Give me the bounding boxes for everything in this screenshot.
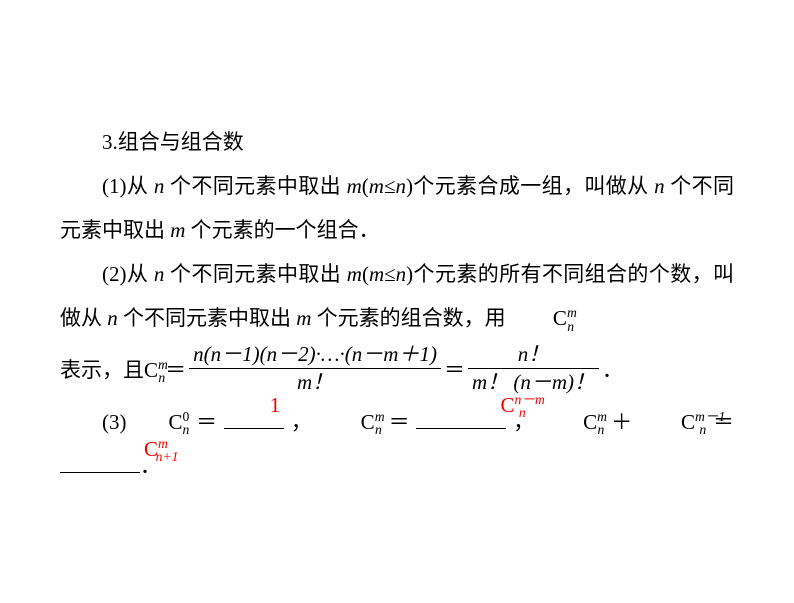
formula-line: 表示，且 Cmn ＝ n(n－1)(n－2)·…·(n－m＋1) m！ ＝ n！… bbox=[60, 344, 734, 395]
comb-sub: n bbox=[519, 405, 526, 420]
comb-C: C bbox=[583, 410, 597, 434]
comb-symbol: Cmn bbox=[541, 400, 604, 444]
var-n: n bbox=[396, 262, 407, 286]
comb-sub: n bbox=[699, 422, 706, 437]
numerator: n！ bbox=[468, 342, 599, 368]
var-m: m bbox=[296, 306, 311, 330]
var-n: n bbox=[154, 262, 165, 286]
text: 个不同元素中取出 bbox=[164, 262, 346, 286]
text: (1)从 bbox=[102, 174, 154, 198]
eq-sign: ＝ bbox=[189, 410, 224, 434]
text: 表示，且 bbox=[60, 348, 144, 392]
blank-3: Cmn+1 bbox=[60, 450, 140, 473]
eq-sign: ＝ bbox=[165, 348, 186, 392]
comb-sub: n bbox=[597, 422, 604, 437]
text: ( bbox=[362, 174, 369, 198]
plus-sign: ＋ bbox=[604, 410, 639, 434]
var-m: m bbox=[170, 218, 185, 242]
var-n: n bbox=[396, 174, 407, 198]
var-m: m bbox=[347, 262, 362, 286]
comb-C: C bbox=[144, 358, 158, 382]
comb-C: C bbox=[361, 410, 375, 434]
comb-sub: n bbox=[158, 370, 165, 385]
period: ． bbox=[602, 348, 623, 392]
answer-1: 1 bbox=[224, 383, 284, 427]
comb-sub: n+1 bbox=[156, 449, 179, 464]
heading: 3.组合与组合数 bbox=[60, 120, 734, 164]
slide-page: 3.组合与组合数 (1)从 n 个不同元素中取出 m(m≤n)个元素合成一组，叫… bbox=[0, 0, 794, 528]
text: 个元素的组合数，用 bbox=[311, 306, 511, 330]
comb-sub: n bbox=[375, 422, 382, 437]
answer-2: Cn－mn bbox=[416, 383, 506, 427]
var-m: m bbox=[347, 174, 362, 198]
text: )个元素合成一组，叫做从 bbox=[406, 174, 654, 198]
text: 个不同元素中取出 bbox=[118, 306, 297, 330]
item-1: (1)从 n 个不同元素中取出 m(m≤n)个元素合成一组，叫做从 n 个不同元… bbox=[60, 164, 734, 252]
text: 个不同元素中取出 bbox=[164, 174, 346, 198]
text: 个元素的一个组合． bbox=[185, 218, 379, 242]
text: ( bbox=[362, 262, 369, 286]
blank-1: 1 bbox=[224, 406, 284, 429]
text: ≤ bbox=[384, 174, 396, 198]
answer-3: Cmn+1 bbox=[60, 427, 140, 471]
var-m: m bbox=[369, 174, 384, 198]
var-n: n bbox=[654, 174, 665, 198]
comb-C: C bbox=[681, 410, 695, 434]
item-3: (3)C0n＝1，Cmn＝Cn－mn，Cmn＋Cm－1n＝Cmn+1． bbox=[60, 400, 734, 488]
text: (2)从 bbox=[102, 262, 154, 286]
var-n: n bbox=[107, 306, 118, 330]
comb-sub: n bbox=[567, 319, 574, 334]
comb-symbol: Cmn bbox=[511, 296, 574, 340]
comb-symbol: Cm－1n bbox=[639, 400, 706, 444]
numerator: n(n－1)(n－2)·…·(n－m＋1) bbox=[189, 342, 441, 368]
comb-C: C bbox=[500, 393, 514, 417]
comma: ， bbox=[284, 410, 319, 434]
var-m: m bbox=[369, 262, 384, 286]
eq-sign: ＝ bbox=[382, 410, 417, 434]
item-2: (2)从 n 个不同元素中取出 m(m≤n)个元素的所有不同组合的个数，叫做从 … bbox=[60, 252, 734, 340]
comb-symbol: Cmn bbox=[144, 348, 165, 392]
comb-symbol: Cmn bbox=[319, 400, 382, 444]
blank-2: Cn－mn bbox=[416, 406, 506, 429]
comb-sub: n bbox=[183, 422, 190, 437]
text: ≤ bbox=[384, 262, 396, 286]
var-n: n bbox=[154, 174, 165, 198]
comb-C: C bbox=[553, 306, 567, 330]
